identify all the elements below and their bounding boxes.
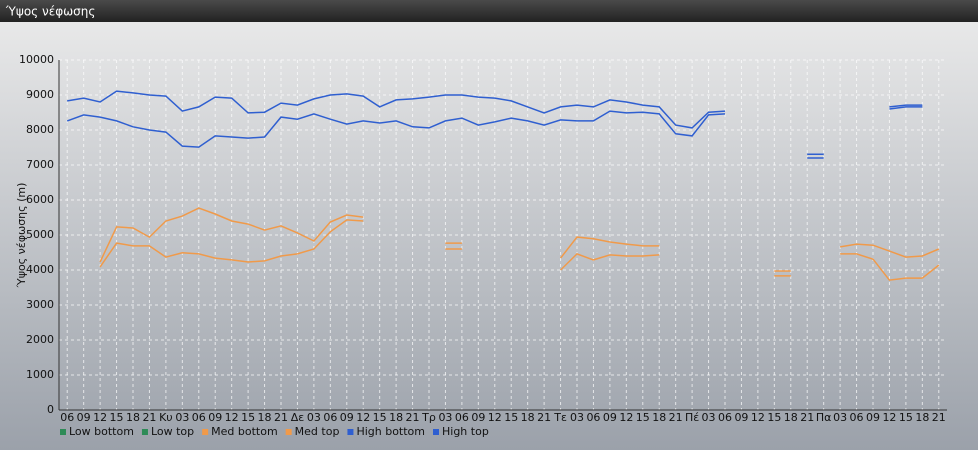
x-tick-label: 12 [93, 411, 107, 424]
x-tick-label: 09 [340, 411, 354, 424]
legend-label: Low bottom [69, 425, 134, 438]
legend-label: Med bottom [211, 425, 278, 438]
legend-swatch [141, 429, 148, 435]
x-tick-label: 12 [882, 411, 896, 424]
x-tick-label: 15 [241, 411, 255, 424]
x-tick-label: 03 [438, 411, 452, 424]
series-line [66, 106, 923, 159]
y-tick-label: 2000 [26, 333, 54, 346]
x-tick-label: Δε [291, 411, 305, 424]
x-tick-label: 09 [734, 411, 748, 424]
legend-label: High top [442, 425, 489, 438]
legend-label: Med top [295, 425, 340, 438]
x-tick-label: 21 [669, 411, 683, 424]
title-bar [0, 0, 978, 22]
x-tick-label: 15 [110, 411, 124, 424]
x-tick-label: 03 [175, 411, 189, 424]
x-tick-label: 21 [142, 411, 156, 424]
x-tick-label: 18 [389, 411, 403, 424]
x-tick-label: 18 [258, 411, 272, 424]
x-tick-label: Πέ [685, 411, 699, 424]
series-line [99, 207, 940, 272]
series-line [67, 90, 923, 155]
x-tick-label: 18 [652, 411, 666, 424]
x-tick-label: 06 [192, 411, 206, 424]
y-axis-label: Ύψος νέφωσης (m) [15, 183, 28, 289]
x-tick-label: 21 [932, 411, 946, 424]
x-tick-label: Τρ [421, 411, 436, 424]
x-tick-label: 03 [833, 411, 847, 424]
x-tick-label: 21 [800, 411, 814, 424]
x-tick-label: 15 [504, 411, 518, 424]
x-tick-label: 15 [767, 411, 781, 424]
x-tick-label: 21 [406, 411, 420, 424]
x-tick-label: 06 [850, 411, 864, 424]
x-tick-label: 21 [274, 411, 288, 424]
x-tick-label: 06 [586, 411, 600, 424]
x-tick-label: 06 [60, 411, 74, 424]
legend-swatch [285, 429, 292, 435]
x-tick-label: 09 [603, 411, 617, 424]
x-tick-label: Πα [816, 411, 832, 424]
legend-label: Low top [151, 425, 194, 438]
y-tick-label: 10000 [19, 53, 54, 66]
x-tick-label: 15 [636, 411, 650, 424]
x-tick-label: 15 [899, 411, 913, 424]
y-tick-label: 4000 [26, 263, 54, 276]
x-tick-label: 18 [521, 411, 535, 424]
y-tick-label: 9000 [26, 88, 54, 101]
x-tick-label: 15 [373, 411, 387, 424]
legend-swatch [433, 429, 439, 435]
x-tick-label: 06 [718, 411, 732, 424]
x-tick-label: 03 [702, 411, 716, 424]
x-tick-label: Τε [553, 411, 567, 424]
series-line [99, 219, 940, 281]
x-tick-label: 18 [126, 411, 140, 424]
x-tick-label: 12 [488, 411, 502, 424]
legend-swatch [60, 429, 66, 435]
y-tick-label: 6000 [26, 193, 54, 206]
x-tick-label: 09 [866, 411, 880, 424]
y-tick-label: 8000 [26, 123, 54, 136]
y-tick-label: 0 [47, 403, 54, 416]
legend-swatch [347, 429, 354, 435]
y-tick-label: 7000 [26, 158, 54, 171]
x-tick-label: 12 [751, 411, 765, 424]
x-tick-label: 18 [915, 411, 929, 424]
x-tick-label: 03 [307, 411, 321, 424]
x-tick-label: Κυ [159, 411, 173, 424]
x-tick-label: 21 [537, 411, 551, 424]
legend-label: High bottom [356, 425, 425, 438]
x-tick-label: 09 [471, 411, 485, 424]
chart-title: Ύψος νέφωσης [5, 5, 95, 19]
x-tick-label: 06 [455, 411, 469, 424]
x-tick-label: 06 [323, 411, 337, 424]
legend-swatch [202, 429, 209, 435]
x-tick-label: 12 [356, 411, 370, 424]
y-tick-label: 1000 [26, 368, 54, 381]
y-tick-label: 5000 [26, 228, 54, 241]
x-tick-label: 03 [570, 411, 584, 424]
y-tick-label: 3000 [26, 298, 54, 311]
x-tick-label: 18 [784, 411, 798, 424]
x-tick-label: 09 [77, 411, 91, 424]
x-tick-label: 12 [225, 411, 239, 424]
x-tick-label: 12 [619, 411, 633, 424]
x-tick-label: 09 [208, 411, 222, 424]
